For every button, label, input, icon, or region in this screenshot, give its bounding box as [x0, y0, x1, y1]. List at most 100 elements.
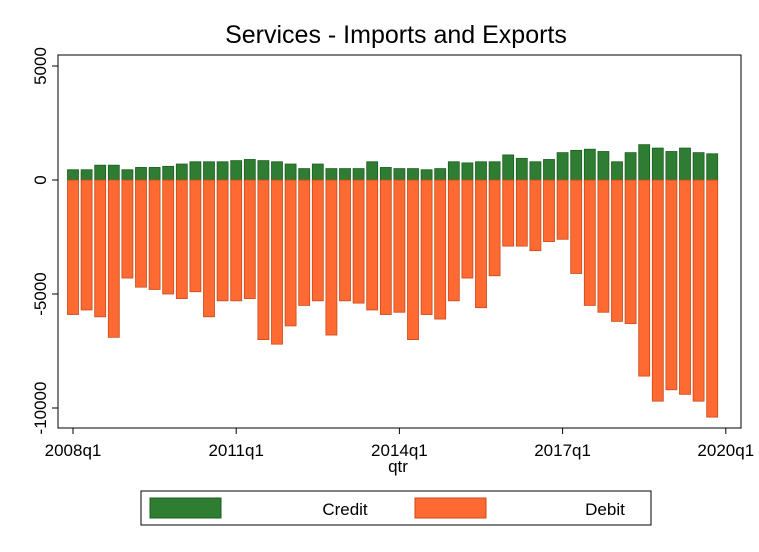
bar-debit-2012q2 [298, 179, 311, 306]
bar-credit-2016q2 [515, 157, 528, 181]
legend: Credit Debit [140, 490, 652, 526]
bar-debit-2017q4 [597, 179, 610, 313]
bar-credit-2015q4 [488, 161, 501, 181]
bar-debit-2015q3 [475, 179, 487, 309]
bar-debit-2014q4 [434, 179, 447, 320]
bar-debit-2014q2 [407, 179, 419, 341]
bar-credit-2011q3 [257, 160, 270, 181]
bar-credit-2010q3 [203, 161, 215, 181]
bar-credit-2015q2 [461, 162, 474, 181]
bar-credit-2019q2 [679, 147, 691, 181]
x-tick-label: 2017q1 [534, 441, 591, 460]
bar-credit-2019q3 [692, 152, 705, 181]
bar-debit-2009q3 [148, 179, 161, 290]
bar-credit-2009q4 [162, 165, 175, 181]
bar-debit-2008q1 [67, 179, 79, 315]
x-tick-label: 2008q1 [45, 441, 102, 460]
bar-credit-2008q3 [94, 164, 107, 181]
bar-debit-2014q3 [420, 179, 433, 315]
bar-credit-2017q4 [597, 151, 610, 181]
bar-debit-2010q3 [203, 179, 215, 318]
bar-credit-2018q3 [638, 144, 651, 181]
bar-debit-2012q1 [284, 179, 297, 327]
y-axis: 5000 0 -5000 -10000 [31, 47, 58, 434]
bar-debit-2011q3 [257, 179, 270, 341]
bar-credit-2008q2 [80, 169, 93, 181]
bar-debit-2018q1 [611, 179, 623, 322]
bar-credit-2012q2 [298, 168, 311, 181]
bar-debit-2019q4 [706, 179, 719, 418]
bar-debit-2019q2 [679, 179, 691, 395]
bar-debit-2011q4 [271, 179, 283, 345]
bar-debit-2016q1 [502, 179, 515, 247]
y-tick-label: 0 [31, 175, 50, 184]
bar-debit-2016q3 [529, 179, 542, 252]
y-tick-label: -5000 [31, 272, 50, 315]
bar-credit-2011q1 [230, 160, 243, 181]
bar-credit-2016q1 [502, 154, 515, 181]
legend-swatch-credit [149, 497, 222, 519]
bar-debit-2015q1 [447, 179, 460, 302]
bar-credit-2014q2 [407, 168, 419, 181]
bar-credit-2010q4 [216, 161, 229, 181]
bar-credit-2018q4 [651, 147, 664, 181]
bar-credit-2009q3 [148, 167, 161, 181]
bar-debit-2009q1 [121, 179, 134, 279]
bar-credit-2017q3 [583, 148, 596, 181]
bar-debit-2018q3 [638, 179, 651, 377]
legend-label-credit: Credit [322, 500, 368, 519]
bar-credit-2013q4 [379, 167, 392, 181]
x-tick-label: 2014q1 [371, 441, 428, 460]
bar-credit-2009q1 [121, 169, 134, 181]
bar-debit-2019q3 [692, 179, 705, 402]
legend-label-debit: Debit [585, 500, 625, 519]
bar-debit-2015q4 [488, 179, 501, 277]
bar-debit-2017q1 [556, 179, 569, 240]
bar-credit-2018q2 [624, 152, 637, 181]
bar-credit-2012q3 [311, 163, 324, 181]
bar-credit-2013q2 [352, 168, 365, 181]
bar-debit-2018q2 [624, 179, 637, 325]
bar-credit-2015q1 [447, 161, 460, 181]
x-tick-label: 2020q1 [697, 441, 754, 460]
bar-debit-2017q2 [570, 179, 583, 274]
legend-swatch-debit [414, 497, 487, 519]
bar-debit-2012q3 [311, 179, 324, 302]
bar-debit-2011q1 [230, 179, 243, 302]
bar-debit-2013q3 [366, 179, 379, 311]
bar-debit-2008q4 [107, 179, 120, 338]
bar-debit-2008q3 [94, 179, 107, 318]
y-tick-label: 5000 [31, 47, 50, 85]
bar-debit-2010q4 [216, 179, 229, 302]
bar-credit-2013q1 [339, 168, 351, 181]
bar-debit-2010q1 [175, 179, 188, 299]
bar-debit-2013q1 [339, 179, 351, 302]
bar-credit-2017q2 [570, 149, 583, 181]
bar-debit-2015q2 [461, 179, 474, 279]
bar-debit-2009q4 [162, 179, 175, 295]
bar-credit-2012q1 [284, 163, 297, 181]
bar-debit-2011q2 [243, 179, 256, 299]
bars-group [67, 144, 719, 418]
x-axis: 2008q1 2011q1 2014q1 2017q1 2020q1 [45, 428, 754, 460]
bar-debit-2016q2 [515, 179, 528, 247]
bar-credit-2013q3 [366, 161, 379, 181]
bar-debit-2008q2 [80, 179, 93, 311]
bar-credit-2014q3 [420, 169, 433, 181]
bar-credit-2008q4 [107, 164, 120, 181]
bar-credit-2017q1 [556, 152, 569, 181]
bar-credit-2011q4 [271, 161, 283, 181]
bar-credit-2009q2 [135, 167, 147, 181]
bar-credit-2018q1 [611, 161, 623, 181]
bar-debit-2018q4 [651, 179, 664, 402]
y-tick-label: -10000 [31, 382, 50, 435]
bar-credit-2012q4 [325, 168, 338, 181]
chart-title: Services - Imports and Exports [225, 21, 567, 49]
bar-credit-2015q3 [475, 161, 487, 181]
bar-debit-2013q4 [379, 179, 392, 315]
bar-credit-2016q3 [529, 161, 542, 181]
bar-credit-2010q1 [175, 163, 188, 181]
bar-debit-2016q4 [543, 179, 555, 242]
bar-credit-2010q2 [189, 161, 202, 181]
bar-credit-2008q1 [67, 169, 79, 181]
